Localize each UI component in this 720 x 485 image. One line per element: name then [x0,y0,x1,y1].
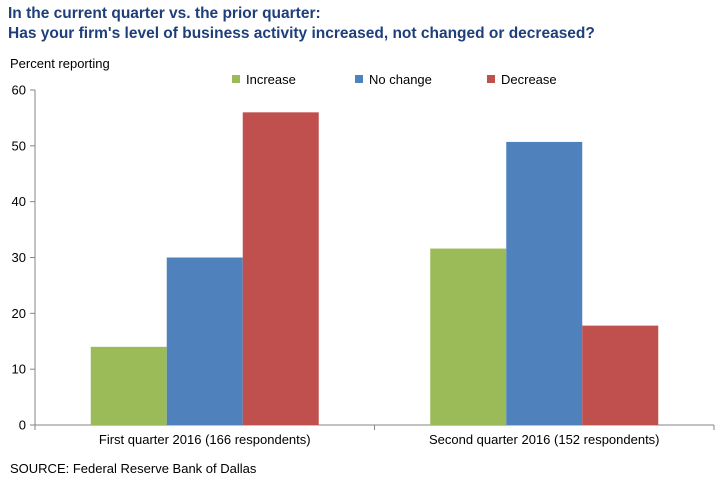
y-axis-label: Percent reporting [10,56,110,71]
title-line-2: Has your firm's level of business activi… [8,25,595,42]
x-category-label: First quarter 2016 (166 respondents) [99,432,311,447]
y-tick-label: 40 [12,194,26,209]
legend-item-decrease: Decrease [487,70,557,88]
legend-label: Decrease [501,71,557,87]
y-tick-label: 50 [12,138,26,153]
bar-no-change [166,257,243,425]
x-category-label: Second quarter 2016 (152 respondents) [429,432,660,447]
bar-increase [430,248,507,425]
source-note: SOURCE: Federal Reserve Bank of Dallas [10,461,257,476]
y-tick-label: 30 [12,250,26,265]
title-line-1: In the current quarter vs. the prior qua… [8,5,321,22]
chart-title: In the current quarter vs. the prior qua… [8,4,712,44]
bar-decrease [242,112,319,425]
legend-label: Increase [246,71,296,87]
legend-swatch [232,75,240,83]
legend-item-no-change: No change [355,70,432,88]
bar-no-change [506,141,583,426]
y-tick-label: 20 [12,306,26,321]
legend-swatch [355,75,363,83]
y-tick-label: 60 [12,83,26,98]
bar-increase [90,346,167,425]
bar-decrease [582,325,659,425]
legend-item-increase: Increase [232,70,296,88]
legend: Increase No change Decrease [0,70,720,88]
legend-label: No change [369,71,432,87]
y-tick-label: 0 [19,418,26,433]
y-tick-label: 10 [12,362,26,377]
legend-swatch [487,75,495,83]
